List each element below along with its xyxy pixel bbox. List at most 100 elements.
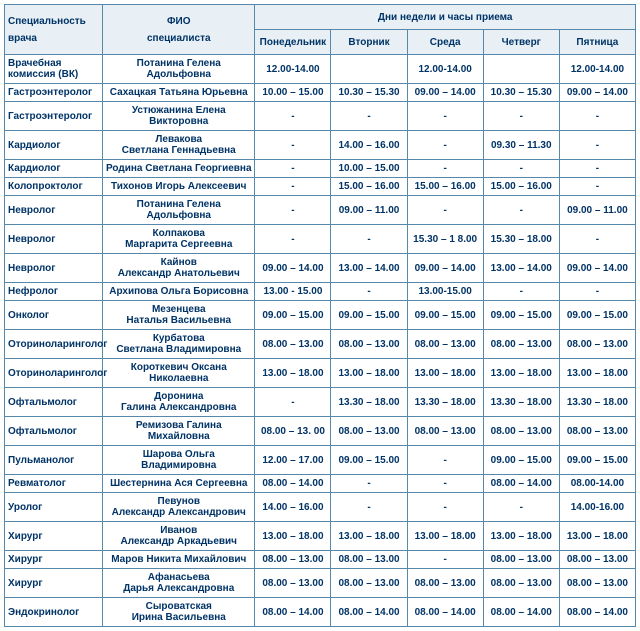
cell-day: - bbox=[407, 475, 483, 493]
cell-fio: КурбатоваСветлана Владимировна bbox=[103, 330, 255, 359]
cell-day: - bbox=[331, 283, 407, 301]
cell-day: 08.00 – 14.00 bbox=[559, 598, 635, 627]
cell-day: 09.00 – 14.00 bbox=[407, 84, 483, 102]
cell-fio: Потанина Гелена Адольфовна bbox=[103, 196, 255, 225]
cell-day: 09.00 – 15.00 bbox=[483, 301, 559, 330]
table-row: ПульманологШарова Ольга Владимировна12.0… bbox=[5, 446, 636, 475]
cell-specialty: Невролог bbox=[5, 254, 103, 283]
cell-day: 08.00 – 13.00 bbox=[483, 417, 559, 446]
cell-fio: КайновАлександр Анатольевич bbox=[103, 254, 255, 283]
cell-day: - bbox=[407, 131, 483, 160]
cell-specialty: Офтальмолог bbox=[5, 388, 103, 417]
cell-day bbox=[331, 55, 407, 84]
table-row: НефрологАрхипова Ольга Борисовна13.00 - … bbox=[5, 283, 636, 301]
cell-day: 09.00 – 15.00 bbox=[483, 446, 559, 475]
cell-day: 08.00 – 14.00 bbox=[483, 475, 559, 493]
cell-day: 08.00 – 13.00 bbox=[331, 569, 407, 598]
cell-day: - bbox=[483, 196, 559, 225]
header-fio: ФИО специалиста bbox=[103, 5, 255, 55]
cell-day: 13.00-15.00 bbox=[407, 283, 483, 301]
cell-day: 08.00 – 13.00 bbox=[331, 417, 407, 446]
cell-day: 08.00 – 13.00 bbox=[407, 330, 483, 359]
cell-day: - bbox=[255, 388, 331, 417]
cell-day: - bbox=[331, 475, 407, 493]
cell-fio: Родина Светлана Георгиевна bbox=[103, 160, 255, 178]
cell-day: 13.00 – 14.00 bbox=[483, 254, 559, 283]
table-row: КардиологЛеваковаСветлана Геннадьевна-14… bbox=[5, 131, 636, 160]
cell-day: 08.00 – 13.00 bbox=[407, 569, 483, 598]
cell-day: 08.00 – 14.00 bbox=[483, 598, 559, 627]
cell-day: 13.00 – 18.00 bbox=[407, 522, 483, 551]
cell-day: 08.00 – 13.00 bbox=[483, 330, 559, 359]
header-specialty-top: Специальность bbox=[8, 16, 100, 27]
cell-day: 10.00 – 15.00 bbox=[331, 160, 407, 178]
cell-day: 08.00 – 14.00 bbox=[331, 598, 407, 627]
cell-fio: ПевуновАлександр Александрович bbox=[103, 493, 255, 522]
header-fio-sub: специалиста bbox=[105, 33, 252, 44]
cell-day: 12.00-14.00 bbox=[407, 55, 483, 84]
cell-day: 08.00-14.00 bbox=[559, 475, 635, 493]
cell-day: 13.00 – 18.00 bbox=[559, 522, 635, 551]
cell-day: - bbox=[407, 160, 483, 178]
cell-fio: СыроватскаяИрина Васильевна bbox=[103, 598, 255, 627]
cell-specialty: Уролог bbox=[5, 493, 103, 522]
header-specialty: Специальность врача bbox=[5, 5, 103, 55]
cell-day: - bbox=[255, 102, 331, 131]
cell-day: 13.00 – 18.00 bbox=[559, 359, 635, 388]
table-row: ОториноларингологКороткевич Оксана Никол… bbox=[5, 359, 636, 388]
cell-day: 14.00 – 16.00 bbox=[255, 493, 331, 522]
table-row: НеврологПотанина Гелена Адольфовна-09.00… bbox=[5, 196, 636, 225]
cell-fio: Короткевич Оксана Николаевна bbox=[103, 359, 255, 388]
cell-day: 08.00 – 13.00 bbox=[255, 551, 331, 569]
cell-day: 12.00-14.00 bbox=[559, 55, 635, 84]
table-row: ХирургИвановАлександр Аркадьевич13.00 – … bbox=[5, 522, 636, 551]
cell-fio: АфанасьеваДарья Александровна bbox=[103, 569, 255, 598]
table-row: ХирургАфанасьеваДарья Александровна08.00… bbox=[5, 569, 636, 598]
cell-fio: ЛеваковаСветлана Геннадьевна bbox=[103, 131, 255, 160]
cell-day: 12.00-14.00 bbox=[255, 55, 331, 84]
cell-day: 09.00 – 14.00 bbox=[559, 254, 635, 283]
cell-day: 09.00 – 15.00 bbox=[407, 301, 483, 330]
cell-day: 08.00 – 14.00 bbox=[255, 598, 331, 627]
cell-day: 15.30 – 1 8.00 bbox=[407, 225, 483, 254]
header-day-tue: Вторник bbox=[331, 30, 407, 55]
schedule-table: Специальность врача ФИО специалиста Дни … bbox=[4, 4, 636, 627]
cell-day: 15.00 – 16.00 bbox=[331, 178, 407, 196]
cell-fio: Архипова Ольга Борисовна bbox=[103, 283, 255, 301]
table-row: ГастроэнтерологСахацкая Татьяна Юрьевна1… bbox=[5, 84, 636, 102]
cell-day: 14.00-16.00 bbox=[559, 493, 635, 522]
cell-specialty: Онколог bbox=[5, 301, 103, 330]
header-days-group: Дни недели и часы приема bbox=[255, 5, 636, 30]
table-row: ОфтальмологДоронинаГалина Александровна-… bbox=[5, 388, 636, 417]
cell-day: 09.00 – 15.00 bbox=[331, 301, 407, 330]
cell-day: 10.00 – 15.00 bbox=[255, 84, 331, 102]
cell-day: 08.00 – 13.00 bbox=[255, 569, 331, 598]
cell-day: 09.00 – 11.00 bbox=[331, 196, 407, 225]
cell-specialty: Кардиолог bbox=[5, 131, 103, 160]
cell-day: 09.00 – 11.00 bbox=[559, 196, 635, 225]
table-row: УрологПевуновАлександр Александрович14.0… bbox=[5, 493, 636, 522]
cell-day: 13.00 – 18.00 bbox=[483, 359, 559, 388]
cell-day: 08.00 – 13.00 bbox=[559, 569, 635, 598]
cell-day: - bbox=[255, 160, 331, 178]
cell-specialty: Офтальмолог bbox=[5, 417, 103, 446]
cell-day: - bbox=[483, 283, 559, 301]
cell-specialty: Гастроэнтеролог bbox=[5, 102, 103, 131]
cell-day: - bbox=[331, 493, 407, 522]
cell-specialty: Невролог bbox=[5, 225, 103, 254]
cell-day: - bbox=[559, 178, 635, 196]
cell-specialty: Гастроэнтеролог bbox=[5, 84, 103, 102]
cell-specialty: Оториноларинголог bbox=[5, 330, 103, 359]
cell-day: - bbox=[255, 196, 331, 225]
cell-day: 13.00 – 18.00 bbox=[331, 359, 407, 388]
header-specialty-sub: врача bbox=[8, 33, 100, 44]
table-row: КолопроктологТихонов Игорь Алексеевич-15… bbox=[5, 178, 636, 196]
cell-specialty: Ревматолог bbox=[5, 475, 103, 493]
cell-day: 08.00 – 13.00 bbox=[559, 417, 635, 446]
cell-fio: Ремизова Галина Михайловна bbox=[103, 417, 255, 446]
cell-day: 08.00 – 14.00 bbox=[255, 475, 331, 493]
cell-day: 13.00 – 18.00 bbox=[331, 522, 407, 551]
cell-day: - bbox=[559, 283, 635, 301]
cell-fio: ИвановАлександр Аркадьевич bbox=[103, 522, 255, 551]
cell-day: 08.00 – 13. 00 bbox=[255, 417, 331, 446]
